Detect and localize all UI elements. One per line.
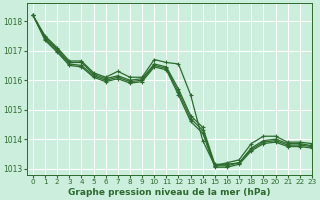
X-axis label: Graphe pression niveau de la mer (hPa): Graphe pression niveau de la mer (hPa)	[68, 188, 271, 197]
